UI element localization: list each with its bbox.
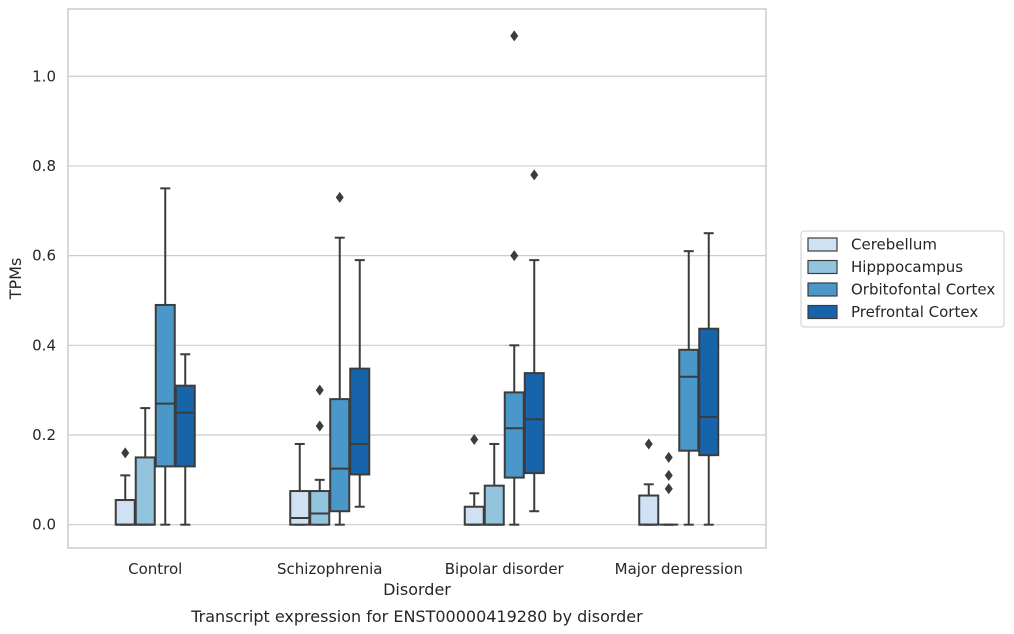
legend-swatch	[807, 282, 838, 297]
box	[329, 191, 351, 526]
outlier-point	[530, 169, 539, 181]
y-tick-label: 0.6	[32, 247, 56, 265]
outlier-point	[315, 384, 324, 396]
outlier-point	[664, 451, 673, 463]
x-tick-label: Schizophrenia	[277, 560, 382, 578]
legend-swatch	[807, 304, 838, 320]
y-axis-title: TPMs	[6, 258, 25, 301]
chart-caption: Transcript expression for ENST0000041928…	[190, 607, 643, 626]
box-body	[638, 494, 660, 526]
y-tick-label: 0.2	[32, 426, 56, 444]
box-body	[309, 490, 331, 526]
box-body	[289, 490, 311, 526]
x-axis-ticks: Control Schizophrenia Bipolar disorder Majo…	[128, 560, 743, 578]
box	[698, 232, 720, 526]
box	[349, 259, 371, 508]
box-series	[114, 30, 720, 526]
box-body	[154, 303, 176, 468]
x-axis-title: Disorder	[383, 580, 451, 599]
legend: Cerebellum Hipppocampus Orbitofontal Corte…	[800, 230, 1005, 328]
box	[309, 384, 331, 526]
x-tick-label: Major depression	[615, 560, 743, 578]
outlier-point	[664, 483, 673, 495]
legend-label: Prefrontal Cortex	[851, 303, 978, 321]
box	[659, 451, 679, 526]
series-orbitofontal-cortex	[154, 30, 700, 526]
box-body	[678, 348, 700, 452]
box	[174, 353, 196, 526]
legend-swatch	[807, 259, 838, 275]
box-body	[174, 384, 196, 468]
x-tick-label: Bipolar disorder	[445, 560, 565, 578]
box-body	[134, 456, 156, 526]
y-axis-ticks: 0.0 0.2 0.4 0.6 0.8 1.0	[32, 67, 56, 533]
outlier-point	[315, 420, 324, 432]
box	[154, 187, 176, 526]
box-body	[503, 391, 525, 479]
legend-label: Hipppocampus	[851, 258, 963, 276]
outlier-point	[664, 469, 673, 481]
outlier-point	[510, 250, 519, 262]
box	[114, 447, 136, 526]
box-body	[349, 367, 371, 476]
box	[523, 169, 545, 513]
box-body	[329, 398, 351, 513]
box-body	[523, 372, 545, 475]
outlier-point	[644, 438, 653, 450]
legend-frame	[800, 230, 1005, 328]
y-tick-label: 0.4	[32, 336, 56, 354]
box-body	[483, 484, 505, 526]
legend-swatch	[807, 237, 838, 252]
box	[638, 438, 660, 526]
outlier-point	[510, 30, 519, 42]
outlier-point	[470, 433, 479, 445]
series-prefrontal-cortex	[174, 169, 720, 526]
box	[463, 433, 485, 526]
outlier-point	[335, 191, 344, 203]
box-body	[463, 505, 485, 526]
plot-frame	[67, 8, 767, 549]
box-body	[114, 499, 136, 526]
box	[134, 407, 156, 526]
series-hipppocampus	[134, 384, 679, 526]
y-tick-label: 0.0	[32, 516, 56, 534]
legend-label: Cerebellum	[851, 236, 937, 254]
box-body	[698, 327, 720, 457]
legend-label: Orbitofontal Cortex	[851, 281, 995, 299]
box	[483, 442, 505, 526]
y-tick-label: 0.8	[32, 157, 56, 175]
x-tick-label: Control	[128, 560, 182, 578]
outlier-point	[121, 447, 130, 459]
y-tick-label: 1.0	[32, 67, 56, 85]
